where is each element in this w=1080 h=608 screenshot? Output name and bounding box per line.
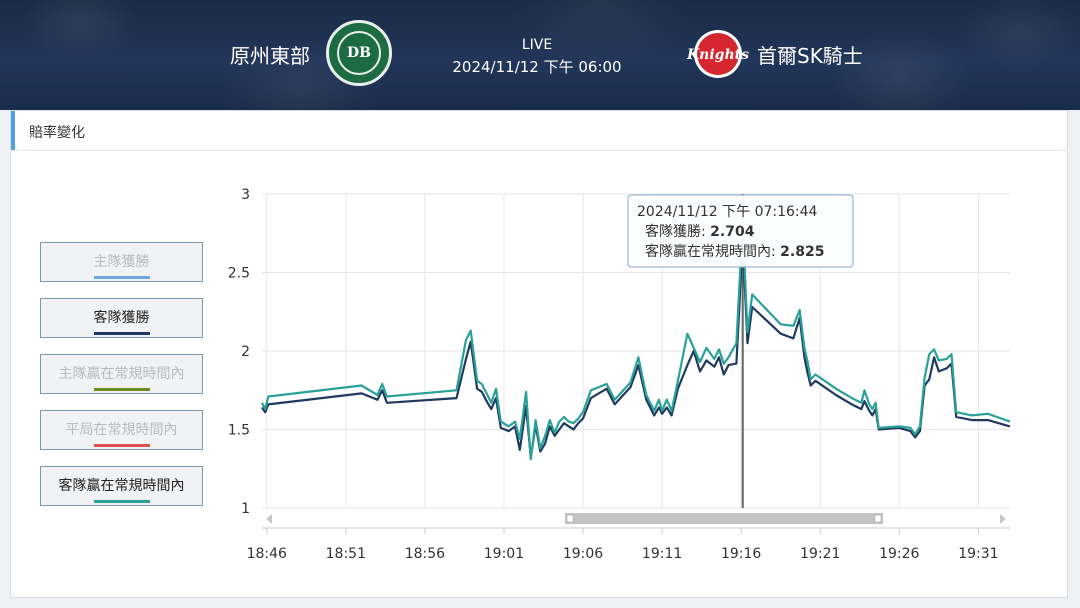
- x-tick-label: 18:56: [405, 546, 445, 562]
- tooltip-series1-value: 2.704: [710, 224, 755, 240]
- series-line-away-regular: [261, 221, 1011, 461]
- svg-text:客隊贏在常規時間內: 2.825: 客隊贏在常規時間內: 2.825: [645, 243, 824, 260]
- legend-label: 平局在常規時間內: [65, 422, 178, 438]
- x-tick-label: 19:16: [721, 546, 761, 562]
- x-tick-label: 19:06: [563, 546, 603, 562]
- tooltip-series2-value: 2.825: [780, 244, 824, 260]
- svg-text:客隊獲勝: 2.704: 客隊獲勝: 2.704: [645, 223, 755, 240]
- range-navigator[interactable]: [262, 512, 1010, 526]
- legend-label: 主隊贏在常規時間內: [58, 366, 185, 382]
- series-line-away-win: [261, 240, 1011, 459]
- legend-draw-regular[interactable]: 平局在常規時間內: [40, 410, 203, 450]
- navigator-left-arrow: [266, 514, 272, 524]
- legend-swatch: [93, 332, 150, 335]
- header-background: [0, 0, 1080, 110]
- away-team-name: 首爾SK騎士: [757, 44, 863, 68]
- navigator-handle-right: [874, 514, 882, 523]
- x-axis-ticks: 18:46 18:51 18:56 19:01 19:06 19:11 19:16 19:21…: [247, 528, 999, 562]
- legend-swatch: [93, 500, 150, 503]
- match-datetime: 2024/11/12 下午 06:00: [452, 58, 622, 76]
- away-logo-text: Knights: [686, 47, 749, 63]
- y-axis-ticks: 3 2.5 2 1.5 1: [228, 187, 250, 517]
- navigator-scrollbar: [565, 513, 883, 524]
- x-tick-label: 18:51: [326, 546, 366, 562]
- home-team-logo: DB: [326, 20, 392, 86]
- legend-away-win[interactable]: 客隊獲勝: [40, 298, 203, 338]
- match-header: 原州東部 DB LIVE 2024/11/12 下午 06:00 Knights…: [0, 0, 1080, 110]
- chart-grid: [262, 193, 1010, 509]
- navigator-handle-left: [566, 514, 574, 523]
- x-tick-label: 19:01: [484, 546, 524, 562]
- tooltip-time: 2024/11/12 下午 07:16:44: [637, 204, 818, 220]
- legend-swatch: [93, 388, 150, 391]
- tooltip-series2-label: 客隊贏在常規時間內:: [645, 243, 776, 260]
- y-tick-label: 1.5: [228, 423, 250, 439]
- legend-label: 主隊獲勝: [93, 254, 150, 270]
- legend-away-regular[interactable]: 客隊贏在常規時間內: [40, 466, 203, 506]
- legend-home-regular[interactable]: 主隊贏在常規時間內: [40, 354, 203, 394]
- navigator-right-arrow: [1000, 514, 1006, 524]
- legend-label: 客隊獲勝: [93, 310, 150, 326]
- x-tick-label: 19:26: [879, 546, 919, 562]
- legend-label: 客隊贏在常規時間內: [58, 478, 185, 494]
- away-team-logo: Knights: [686, 30, 749, 78]
- tooltip-series1-label: 客隊獲勝:: [645, 223, 706, 240]
- live-label: LIVE: [521, 37, 553, 53]
- panel-header: 賠率變化: [11, 111, 1067, 151]
- x-tick-label: 19:11: [642, 546, 682, 562]
- x-tick-label: 19:21: [800, 546, 840, 562]
- panel-title: 賠率變化: [29, 125, 85, 141]
- legend-swatch: [93, 444, 150, 447]
- y-tick-label: 2: [241, 344, 250, 360]
- home-team-name: 原州東部: [230, 44, 310, 68]
- chart-series: [261, 221, 1011, 461]
- chart-tooltip: 2024/11/12 下午 07:16:44 客隊獲勝: 2.704 客隊贏在常…: [627, 194, 854, 268]
- legend-home-win[interactable]: 主隊獲勝: [40, 242, 203, 282]
- legend-swatch: [93, 276, 150, 279]
- x-tick-label: 19:31: [958, 546, 998, 562]
- panel-accent: [11, 111, 15, 150]
- home-logo-mark: DB: [337, 31, 381, 75]
- y-tick-label: 2.5: [228, 266, 250, 282]
- y-tick-label: 1: [241, 501, 250, 517]
- x-tick-label: 18:46: [247, 546, 287, 562]
- y-tick-label: 3: [241, 187, 250, 203]
